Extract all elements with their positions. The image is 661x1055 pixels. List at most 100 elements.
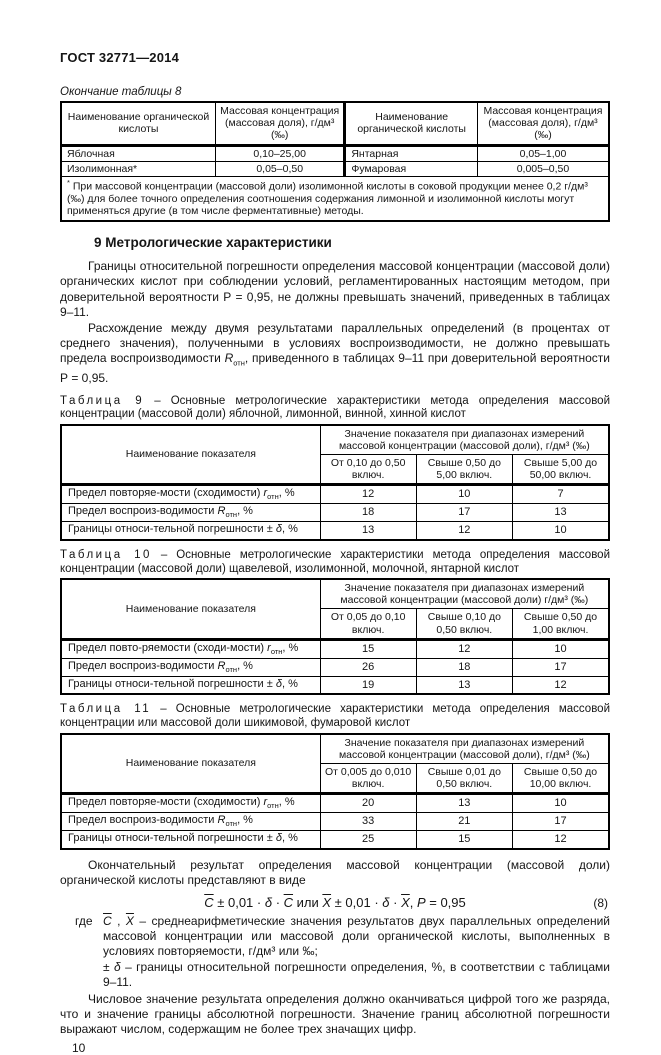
caption-label: Таблица 10 [60, 548, 152, 561]
column-header-values: Значение показателя при диапазонах измер… [319, 733, 610, 764]
section-9-title: 9 Метрологические характеристики [94, 234, 332, 250]
indicator-value: 7 [512, 484, 610, 505]
range-header: От 0,05 до 0,10 включ. [319, 608, 417, 641]
acid-name: Фумаровая [343, 160, 478, 177]
table-row: Предел воспроиз-водимости Rотн, % 26 18 … [60, 657, 610, 677]
symbol: r [263, 796, 268, 809]
indicator-value: 12 [319, 484, 417, 505]
text-run: или [293, 894, 323, 910]
symbol-delta: ± δ [103, 959, 121, 974]
range-header: От 0,005 до 0,010 включ. [319, 762, 417, 796]
range-header: Свыше 0,50 до 1,00 включ. [512, 608, 610, 641]
subheader-row: От 0,10 до 0,50 включ. Свыше 0,50 до 5,0… [61, 453, 610, 487]
text-run: = 0,95 [425, 894, 466, 910]
text-run: , [111, 913, 126, 928]
definition-delta: ± δ – границы относительной погрешности … [103, 960, 610, 991]
symbol: r [267, 641, 271, 654]
symbol-x-bar: X [401, 894, 410, 910]
indicator-value: 18 [319, 503, 417, 523]
table-row: Границы относи-тельной погрешности ± δ, … [60, 675, 610, 695]
text-run: Предел повторяе-мости (сходимости) [68, 487, 264, 500]
indicator-value: 33 [319, 812, 417, 831]
indicator-value: 25 [319, 829, 417, 850]
indicator-label: Границы относи-тельной погрешности ± δ, … [60, 675, 321, 695]
indicator-value: 15 [319, 638, 417, 659]
header-row: Наименование показателя Значение показат… [60, 578, 610, 641]
indicator-value: 13 [319, 521, 417, 541]
indicator-value: 10 [512, 521, 610, 541]
symbol-x-bar: X [125, 913, 134, 928]
table8-footnote: * При массовой концентрации (массовой до… [60, 175, 610, 222]
indicator-label: Предел повторяе-мости (сходимости) rотн,… [60, 793, 321, 814]
indicator-label: Границы относи-тельной погрешности ± δ, … [60, 829, 321, 850]
text-run: , % [281, 677, 298, 690]
symbol: ± δ [266, 677, 282, 690]
range-header: От 0,10 до 0,50 включ. [319, 453, 417, 487]
formula-legend: где C , X – среднеарифметические значени… [75, 913, 610, 991]
text-run: Расхождение между двумя результатами пар… [60, 320, 610, 366]
text-run: Границы относи-тельной погрешности [68, 677, 267, 690]
text-run: , [409, 894, 417, 910]
table-9: Наименование показателя Значение показат… [60, 423, 610, 541]
text-run: , % [278, 487, 295, 500]
symbol-x-bar: X [322, 894, 332, 910]
caption-text: – Основные метрологические характеристик… [60, 703, 611, 729]
document-page: ГОСТ 32771—2014 Окончание таблицы 8 Наим… [60, 50, 610, 1055]
symbol-subscript: отн [267, 492, 279, 502]
text-run: Предел воспроиз-водимости [68, 659, 218, 672]
indicator-value: 19 [319, 675, 417, 695]
symbol-subscript: отн [233, 358, 245, 368]
table-10: Наименование показателя Значение показат… [60, 578, 610, 696]
table-row: Предел повторяе-мости (сходимости) rотн,… [60, 484, 610, 505]
indicator-value: 12 [415, 521, 514, 541]
indicator-label: Границы относи-тельной погрешности ± δ, … [60, 521, 321, 541]
indicator-value: 12 [415, 638, 514, 659]
caption-text: – Основные метрологические характеристик… [60, 394, 610, 421]
table-row: Яблочная 0,10–25,00 Янтарная 0,05–1,00 [60, 144, 610, 162]
formula-8: C ± 0,01 · δ · C или X ± 0,01 · δ · X, P… [60, 895, 610, 910]
table8-col-header-conc-left: Массовая концентрация (массовая доля), г… [215, 101, 346, 147]
acid-range: 0,10–25,00 [215, 144, 346, 162]
text-run: · [272, 894, 284, 910]
text-run: , % [237, 814, 253, 827]
table-10-caption: Таблица 10 – Основные метрологические ха… [60, 549, 610, 576]
indicator-label: Предел повто-ряемости (сходи-мости) rотн… [60, 638, 321, 659]
symbol-R: R [224, 351, 234, 366]
column-header-indicator: Наименование показателя [60, 424, 321, 487]
column-header-indicator: Наименование показателя [60, 578, 321, 641]
symbol-subscript: отн [225, 819, 238, 829]
paragraph-reproducibility: Расхождение между двумя результатами пар… [60, 321, 610, 387]
indicator-value: 10 [512, 638, 610, 659]
text-run: ± 0,01 · [331, 894, 383, 910]
column-header-indicator: Наименование показателя [60, 733, 321, 796]
indicator-label: Предел повторяе-мости (сходимости) rотн,… [60, 484, 321, 505]
symbol: R [217, 505, 226, 518]
text-run: , % [281, 831, 298, 844]
table-11: Наименование показателя Значение показат… [60, 732, 610, 850]
formula-expression: C ± 0,01 · δ · C или X ± 0,01 · δ · X, P… [204, 895, 466, 910]
table-row: Границы относи-тельной погрешности ± δ, … [60, 829, 610, 850]
acid-range: 0,05–1,00 [476, 144, 610, 162]
table-row: Предел воспроиз-водимости Rотн, % 33 21 … [60, 812, 610, 831]
paragraph-accuracy-limits: Границы относительной погрешности опреде… [60, 258, 610, 320]
symbol-delta: δ [382, 894, 390, 910]
subheader-row: От 0,005 до 0,010 включ. Свыше 0,01 до 0… [61, 762, 610, 796]
symbol: R [217, 814, 226, 827]
table8-col-header-acid-right: Наименование органической кислоты [343, 101, 478, 147]
caption-label: Таблица 11 [60, 703, 152, 716]
range-header: Свыше 5,00 до 50,00 включ. [512, 453, 610, 487]
indicator-value: 17 [512, 812, 610, 831]
indicator-value: 18 [415, 657, 514, 677]
indicator-value: 10 [415, 484, 514, 505]
table8-continuation-label: Окончание таблицы 8 [60, 86, 182, 98]
doc-number: ГОСТ 32771—2014 [60, 50, 179, 65]
acid-name: Изолимонная* [60, 160, 217, 177]
text-run: Предел повторяе-мости (сходимости) [68, 796, 264, 809]
indicator-label: Предел воспроиз-водимости Rотн, % [60, 812, 321, 831]
symbol-subscript: отн [225, 510, 238, 520]
table8-col-header-acid-left: Наименование органической кислоты [60, 101, 217, 147]
symbol: R [217, 659, 226, 672]
range-header: Свыше 0,01 до 0,50 включ. [415, 762, 514, 796]
acid-name: Яблочная [60, 144, 217, 162]
indicator-label: Предел воспроиз-водимости Rотн, % [60, 503, 321, 523]
